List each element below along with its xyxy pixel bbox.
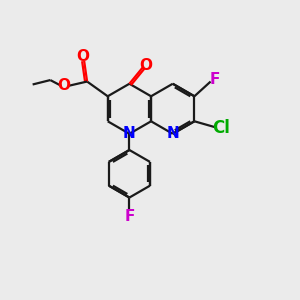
Text: O: O bbox=[76, 49, 89, 64]
Text: O: O bbox=[140, 58, 153, 73]
Text: N: N bbox=[123, 126, 136, 141]
Text: Cl: Cl bbox=[213, 119, 230, 137]
Text: F: F bbox=[124, 208, 135, 224]
Text: F: F bbox=[209, 72, 220, 87]
Text: N: N bbox=[167, 126, 179, 141]
Text: O: O bbox=[57, 78, 70, 93]
